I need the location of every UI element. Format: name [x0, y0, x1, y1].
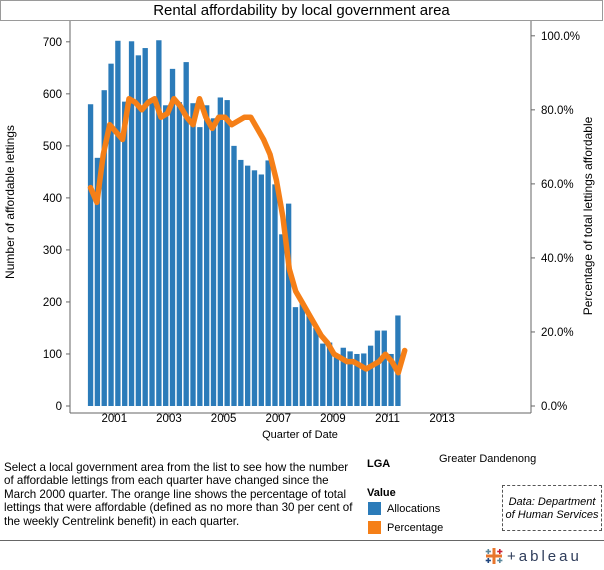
bar-allocations[interactable] — [204, 105, 210, 406]
bar-allocations[interactable] — [87, 104, 94, 407]
bar-allocations[interactable] — [306, 313, 312, 406]
bar-allocations[interactable] — [313, 327, 319, 406]
y-tick-label: 200 — [43, 297, 62, 309]
bar-allocations[interactable] — [217, 97, 223, 406]
legend-label-allocations: Allocations — [387, 502, 441, 515]
bar-allocations[interactable] — [142, 48, 148, 407]
bar-allocations[interactable] — [94, 157, 101, 406]
bar-allocations[interactable] — [299, 301, 305, 406]
bar-allocations[interactable] — [108, 63, 114, 406]
bar-allocations[interactable] — [367, 345, 374, 406]
y2-tick-label: 20.0% — [541, 327, 574, 339]
chart: 0 100 200 300 400 500 600 700 0.0% 20.0% 40.0% 60.0… — [3, 21, 595, 441]
value-legend-title: Value — [367, 487, 396, 499]
y2-tick-label: 100.0% — [541, 31, 580, 43]
bar-allocations[interactable] — [101, 90, 107, 406]
bar-allocations[interactable] — [320, 343, 326, 406]
x-tick-label: 2007 — [265, 413, 291, 425]
bar-allocations[interactable] — [279, 234, 285, 406]
bar-allocations[interactable] — [272, 184, 278, 406]
bar-allocations[interactable] — [340, 347, 346, 406]
y-axis-title: Number of affordable lettings — [3, 125, 17, 279]
bar-allocations[interactable] — [374, 330, 381, 406]
bar-allocations[interactable] — [333, 353, 340, 406]
bar-allocations[interactable] — [149, 102, 155, 406]
bar-allocations[interactable] — [169, 68, 176, 406]
x-tick-label: 2003 — [156, 413, 182, 425]
y-tick-label: 500 — [43, 141, 62, 153]
bar-allocations[interactable] — [224, 100, 230, 406]
y-tick-label: 400 — [43, 193, 62, 205]
bar-allocations[interactable] — [395, 315, 401, 406]
y2-tick-label: 40.0% — [541, 253, 574, 265]
lga-legend-title: LGA — [367, 458, 391, 470]
legend-item-percentage[interactable]: Percentage — [368, 521, 443, 534]
y2-axis-title: Percentage of total lettings affordable — [581, 116, 595, 315]
y-tick-label: 0 — [56, 401, 62, 413]
y2-tick-label: 0.0% — [541, 401, 567, 413]
x-tick-label: 2001 — [102, 413, 128, 425]
bar-allocations[interactable] — [135, 55, 142, 407]
tableau-logo[interactable]: +ableau — [484, 546, 582, 566]
x-tick-label: 2011 — [375, 413, 400, 425]
line-percentage — [87, 95, 408, 376]
allocations-swatch — [368, 502, 381, 515]
source-note: Data: Department of Human Services — [502, 485, 602, 531]
tableau-cross-icon — [485, 548, 503, 564]
bar-allocations[interactable] — [258, 174, 264, 406]
y-tick-label: 100 — [43, 349, 62, 361]
source-line-2: of Human Services — [505, 509, 599, 521]
bar-allocations[interactable] — [244, 165, 251, 406]
x-tick-label: 2013 — [429, 413, 455, 425]
bar-allocations[interactable] — [115, 40, 121, 407]
y-tick-label: 600 — [43, 89, 62, 101]
bar-allocations[interactable] — [163, 105, 169, 406]
legend-item-allocations[interactable]: Allocations — [368, 502, 440, 515]
lga-selected-value[interactable]: Greater Dandenong — [439, 453, 537, 465]
y2-tick-label: 60.0% — [541, 179, 574, 191]
bar-allocations[interactable] — [285, 203, 292, 406]
bar-allocations[interactable] — [122, 101, 128, 406]
source-line-1: Data: Department — [508, 496, 596, 508]
bar-allocations[interactable] — [388, 353, 394, 406]
x-axis-title: Quarter of Date — [262, 429, 338, 441]
footer-divider — [0, 540, 604, 541]
bar-allocations[interactable] — [176, 102, 183, 406]
chart-title: Rental affordability by local government… — [0, 0, 603, 21]
bar-allocations[interactable] — [347, 351, 353, 406]
bar-allocations[interactable] — [156, 40, 162, 406]
bar-allocations[interactable] — [238, 159, 244, 406]
chart-description: Select a local government area from the … — [4, 461, 353, 528]
bar-allocations[interactable] — [292, 307, 299, 406]
legend-label-percentage: Percentage — [387, 521, 444, 534]
bar-allocations[interactable] — [128, 41, 135, 407]
bar-allocations[interactable] — [183, 62, 189, 407]
y-tick-label: 300 — [43, 245, 62, 257]
bar-allocations[interactable] — [197, 127, 203, 406]
percentage-swatch — [368, 521, 381, 534]
bar-allocations[interactable] — [231, 145, 237, 406]
bar-allocations[interactable] — [354, 353, 360, 406]
x-tick-label: 2005 — [211, 413, 237, 425]
bar-allocations[interactable] — [361, 353, 367, 406]
x-tick-label: 2009 — [320, 413, 346, 425]
bar-allocations[interactable] — [190, 103, 196, 407]
y2-tick-label: 80.0% — [541, 105, 574, 117]
bar-allocations[interactable] — [251, 170, 258, 406]
tableau-logo-text: +ableau — [507, 547, 582, 565]
bar-allocations[interactable] — [210, 118, 217, 407]
bar-allocations[interactable] — [265, 160, 271, 406]
bar-allocations[interactable] — [326, 342, 333, 406]
bar-allocations[interactable] — [381, 330, 387, 406]
y-tick-label: 700 — [43, 37, 62, 49]
